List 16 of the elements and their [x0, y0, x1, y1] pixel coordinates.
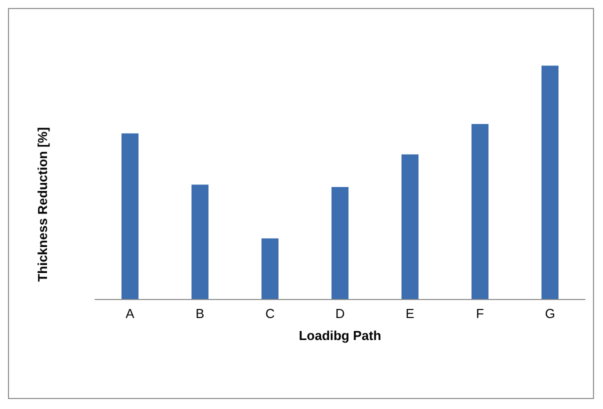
- x-tick-label: F: [476, 306, 484, 321]
- bar: [402, 154, 418, 299]
- bar: [332, 187, 348, 299]
- bar: [122, 133, 138, 299]
- bar: [472, 124, 488, 299]
- bar: [192, 184, 208, 299]
- x-tick-label: B: [196, 306, 204, 321]
- y-axis-title: Thickness Reduction [%]: [35, 127, 50, 282]
- x-tick-label: C: [265, 306, 275, 321]
- x-tick-label: E: [406, 306, 415, 321]
- x-tick-label: G: [544, 306, 556, 321]
- x-tick-label: A: [126, 306, 135, 321]
- x-tick-label: D: [335, 306, 345, 321]
- x-axis-title: Loadibg Path: [298, 328, 382, 343]
- bar: [542, 66, 558, 299]
- bar: [262, 238, 278, 299]
